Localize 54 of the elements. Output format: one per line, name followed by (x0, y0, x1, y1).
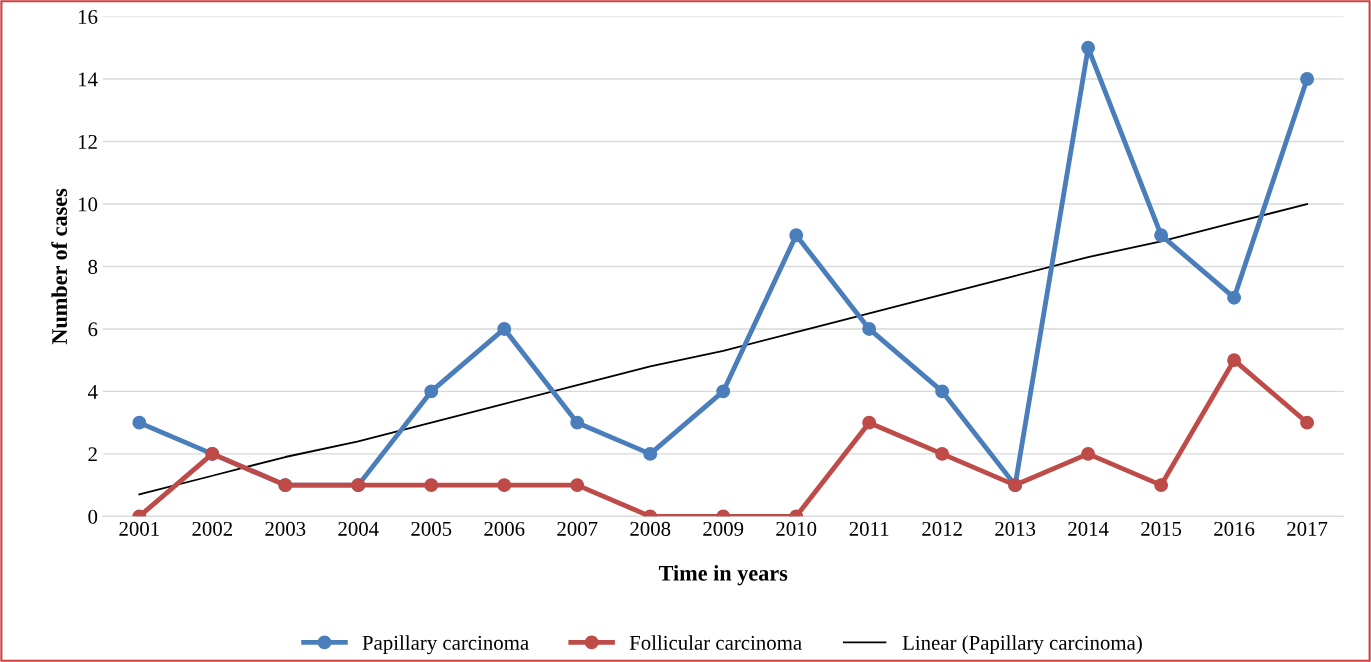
point (862, 321, 877, 336)
x-tick-label: 2001 (119, 521, 159, 536)
y-tick-label: 6 (88, 322, 98, 337)
point (132, 415, 147, 430)
point (497, 478, 512, 493)
point (935, 384, 950, 399)
point (1081, 446, 1096, 461)
point (1081, 40, 1096, 55)
line-series (138, 203, 1308, 496)
y-tick-label: 10 (78, 197, 98, 212)
y-tick-label: 12 (78, 134, 97, 149)
point (789, 228, 804, 243)
y-tick-label: 16 (78, 9, 98, 24)
point (1154, 228, 1169, 243)
x-tick-label: 2002 (192, 521, 232, 536)
x-tick-label: 2013 (995, 521, 1036, 536)
x-tick-label: 2016 (1214, 521, 1255, 536)
x-tick-label: 2015 (1141, 521, 1182, 536)
point (716, 384, 731, 399)
point (643, 446, 658, 461)
x-tick-label: 2014 (1068, 521, 1109, 536)
x-tick-label: 2003 (265, 521, 306, 536)
legend-label: Follicular carcinoma (629, 635, 802, 650)
point (935, 446, 950, 461)
point (570, 478, 585, 493)
point (497, 321, 512, 336)
y-tick-label: 8 (88, 259, 98, 274)
x-tick-label: 2011 (849, 521, 889, 536)
x-tick-label: 2005 (411, 521, 452, 536)
point (1227, 290, 1242, 305)
x-tick-label: 2004 (338, 521, 379, 536)
point (424, 384, 439, 399)
y-tick-label: 0 (88, 509, 98, 524)
y-axis-title: Number of cases (51, 188, 68, 345)
x-tick-label: 2012 (922, 521, 962, 536)
x-tick-label: 2006 (484, 521, 525, 536)
y-tick-label: 2 (88, 447, 97, 462)
legend-label: Linear (Papillary carcinoma) (902, 635, 1142, 655)
x-axis-title: Time in years (658, 565, 788, 586)
x-tick-label: 2007 (557, 521, 598, 536)
x-tick-label: 2017 (1287, 521, 1328, 536)
y-tick-label: 4 (87, 384, 98, 399)
x-tick-label: 2010 (776, 521, 817, 536)
y-tick-label: 14 (78, 72, 98, 87)
point (1227, 353, 1242, 368)
point (862, 415, 877, 430)
legend-label: Papillary carcinoma (362, 635, 529, 655)
point (570, 415, 585, 430)
point (1154, 478, 1169, 493)
x-tick-label: 2008 (630, 521, 671, 536)
point (424, 478, 439, 493)
x-tick-label: 2009 (703, 521, 744, 536)
point (1300, 415, 1315, 430)
point (1300, 72, 1315, 86)
